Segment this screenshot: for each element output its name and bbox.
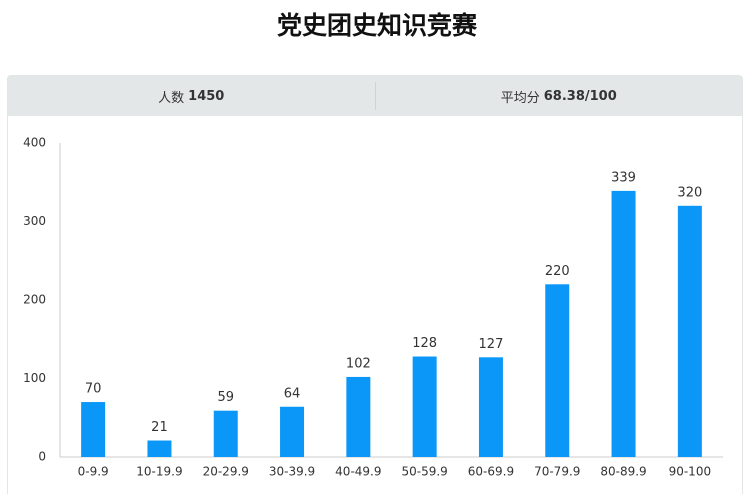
- stat-label: 平均分: [500, 90, 540, 106]
- value-label: 339: [611, 170, 636, 185]
- stats-panel: 人数 1450 平均分 68.38/100: [7, 75, 743, 494]
- y-tick-label: 200: [23, 293, 46, 307]
- value-label: 64: [284, 386, 301, 401]
- x-tick-label: 30-39.9: [269, 465, 315, 479]
- y-tick-label: 100: [23, 371, 46, 385]
- stat: 人数 1450: [8, 76, 375, 116]
- value-label: 128: [412, 336, 437, 351]
- bar: [611, 190, 636, 457]
- x-tick-label: 60-69.9: [468, 465, 514, 479]
- value-label: 127: [479, 337, 504, 352]
- bar: [81, 402, 106, 457]
- bar: [545, 284, 570, 457]
- x-tick-label: 10-19.9: [136, 465, 182, 479]
- bar: [478, 357, 503, 457]
- y-tick-label: 0: [38, 450, 46, 464]
- value-label: 102: [346, 356, 371, 371]
- stat: 平均分 68.38/100: [374, 82, 743, 110]
- x-tick-label: 0-9.9: [78, 465, 109, 479]
- value-label: 21: [151, 420, 168, 435]
- bar: [677, 205, 702, 457]
- x-tick-label: 70-79.9: [534, 465, 580, 479]
- stats-header: 人数 1450 平均分 68.38/100: [8, 76, 742, 116]
- bar: [147, 440, 172, 457]
- bar: [346, 376, 371, 457]
- x-tick-label: 50-59.9: [401, 465, 447, 479]
- bar: [412, 356, 437, 457]
- stat-label: 人数: [158, 90, 185, 106]
- y-tick-label: 400: [23, 136, 46, 150]
- x-tick-label: 20-29.9: [203, 465, 249, 479]
- page-title: 党史团史知识竞赛: [276, 11, 477, 40]
- bar: [213, 410, 238, 457]
- stat-value: 1450: [188, 88, 225, 104]
- value-label: 320: [677, 185, 702, 200]
- value-label: 70: [85, 382, 102, 397]
- bar: [280, 406, 305, 457]
- value-label: 220: [545, 264, 570, 279]
- stat-value: 68.38/100: [543, 88, 617, 104]
- value-label: 59: [217, 390, 234, 405]
- x-tick-label: 80-89.9: [600, 465, 646, 479]
- x-tick-label: 90-100: [669, 465, 712, 479]
- x-tick-label: 40-49.9: [335, 465, 381, 479]
- y-tick-label: 300: [23, 214, 46, 228]
